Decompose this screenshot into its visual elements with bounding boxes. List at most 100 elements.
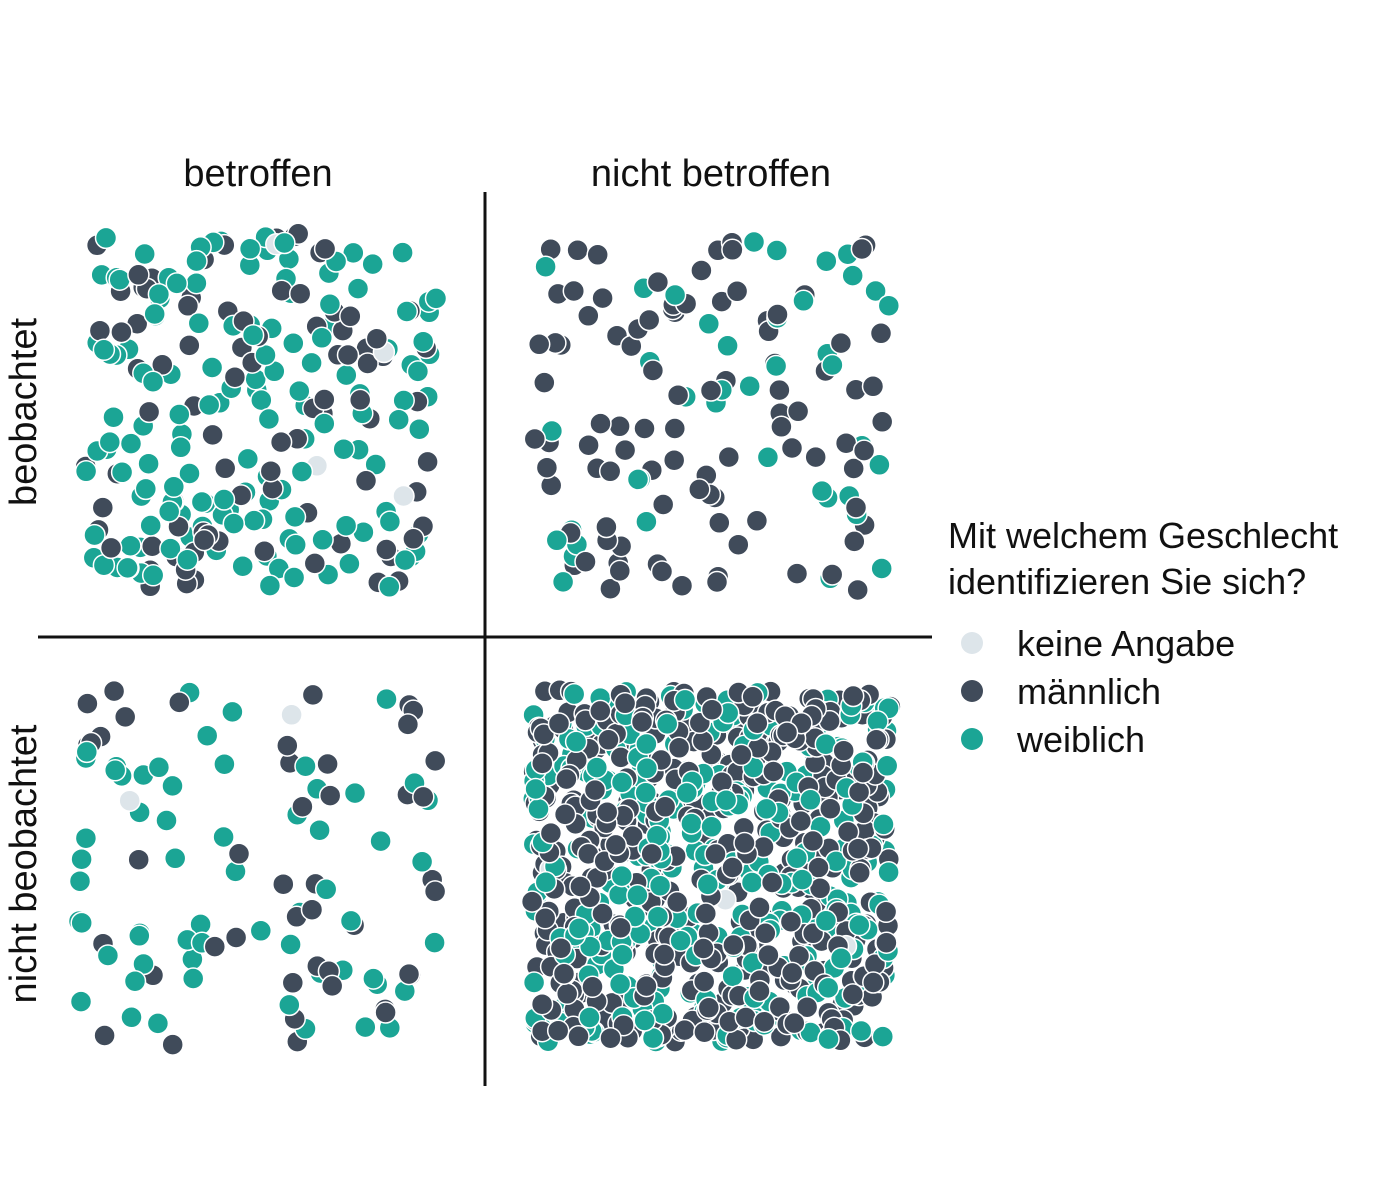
dot-maennlich bbox=[336, 343, 360, 367]
dot-weiblich bbox=[610, 864, 634, 888]
dot-weiblich bbox=[221, 700, 244, 724]
dot-weiblich bbox=[626, 468, 650, 491]
dot-weiblich bbox=[423, 931, 446, 954]
column-label-betroffen: betroffen bbox=[183, 153, 332, 195]
dot-maennlich bbox=[253, 539, 276, 563]
dot-weiblich bbox=[696, 873, 720, 896]
dot-maennlich bbox=[288, 282, 312, 305]
dot-weiblich bbox=[406, 360, 430, 383]
dot-maennlich bbox=[113, 705, 137, 729]
dot-maennlich bbox=[127, 848, 150, 871]
dot-weiblich bbox=[278, 993, 301, 1017]
dot-maennlich bbox=[652, 943, 676, 966]
dot-maennlich bbox=[786, 400, 810, 423]
dot-maennlich bbox=[725, 280, 749, 303]
dot-maennlich bbox=[640, 842, 663, 866]
dot-weiblich bbox=[551, 570, 575, 594]
dot-weiblich bbox=[178, 462, 201, 485]
dot-weiblich bbox=[181, 967, 205, 990]
dot-maennlich bbox=[635, 974, 658, 998]
dot-weiblich bbox=[680, 812, 703, 835]
dot-weiblich bbox=[176, 548, 199, 571]
dot-maennlich bbox=[780, 436, 804, 460]
dot-maennlich bbox=[533, 371, 556, 394]
dot-weiblich bbox=[190, 490, 214, 514]
dot-maennlich bbox=[748, 896, 771, 919]
dot-weiblich bbox=[241, 323, 265, 347]
dot-weiblich bbox=[338, 552, 361, 576]
dot-maennlich bbox=[595, 515, 618, 539]
dot-maennlich bbox=[589, 699, 612, 723]
dot-weiblich bbox=[610, 771, 634, 794]
dot-maennlich bbox=[746, 711, 769, 735]
dot-weiblich bbox=[273, 231, 296, 255]
dot-weiblich bbox=[222, 512, 246, 535]
dot-maennlich bbox=[768, 378, 791, 402]
dot-weiblich bbox=[339, 909, 363, 933]
dot-maennlich bbox=[555, 982, 579, 1006]
dot-weiblich bbox=[738, 374, 761, 398]
dot-maennlich bbox=[546, 1019, 570, 1042]
dot-maennlich bbox=[547, 712, 571, 735]
dot-weiblich bbox=[815, 249, 838, 273]
dot-weiblich bbox=[137, 452, 160, 475]
dot-weiblich bbox=[213, 752, 236, 776]
dot-weiblich bbox=[740, 871, 764, 894]
dot-weiblich bbox=[120, 1006, 143, 1029]
dot-weiblich bbox=[75, 740, 99, 764]
dot-weiblich bbox=[646, 905, 670, 928]
dot-weiblich bbox=[200, 356, 224, 379]
dot-maennlich bbox=[745, 509, 769, 533]
quadrant-beobachtet-nicht-betroffen bbox=[523, 230, 901, 602]
dot-maennlich bbox=[650, 560, 674, 583]
dot-maennlich bbox=[535, 456, 559, 479]
dot-maennlich bbox=[608, 415, 631, 438]
dot-maennlich bbox=[318, 784, 342, 807]
dot-weiblich bbox=[318, 293, 342, 316]
dot-maennlich bbox=[850, 237, 874, 261]
dot-weiblich bbox=[332, 437, 355, 461]
dot-maennlich bbox=[192, 528, 216, 552]
dot-maennlich bbox=[633, 417, 656, 440]
dot-weiblich bbox=[119, 534, 142, 557]
dot-maennlich bbox=[862, 971, 885, 994]
dot-weiblich bbox=[290, 460, 314, 483]
dot-maennlich bbox=[127, 263, 150, 287]
dot-weiblich bbox=[578, 1006, 601, 1029]
dot-maennlich bbox=[178, 334, 201, 357]
dot-maennlich bbox=[801, 829, 825, 853]
dot-maennlich bbox=[710, 290, 733, 313]
dot-maennlich bbox=[721, 856, 744, 879]
dot-maennlich bbox=[93, 1024, 116, 1047]
dot-maennlich bbox=[808, 877, 832, 900]
dot-maennlich bbox=[663, 417, 687, 440]
dot-weiblich bbox=[236, 447, 260, 471]
dot-weiblich bbox=[346, 277, 370, 300]
dot-weiblich bbox=[393, 548, 417, 572]
dot-weiblich bbox=[159, 537, 182, 560]
dot-weiblich bbox=[714, 788, 738, 812]
dot-maennlich bbox=[741, 685, 764, 709]
dot-maennlich bbox=[688, 478, 711, 501]
dot-weiblich bbox=[257, 407, 281, 431]
dot-maennlich bbox=[848, 861, 871, 885]
quadrant-nicht-beobachtet-nicht-betroffen bbox=[520, 679, 902, 1053]
dot-maennlich bbox=[300, 898, 324, 921]
dot-weiblich bbox=[369, 829, 392, 853]
dot-maennlich bbox=[533, 907, 557, 930]
dot-weiblich bbox=[799, 788, 822, 812]
dot-weiblich bbox=[284, 533, 307, 557]
dot-weiblich bbox=[94, 226, 118, 250]
dot-weiblich bbox=[103, 759, 127, 782]
dot-maennlich bbox=[416, 450, 439, 474]
dot-weiblich bbox=[133, 242, 156, 266]
dot-maennlich bbox=[313, 237, 337, 261]
dot-maennlich bbox=[270, 279, 293, 302]
dot-weiblich bbox=[700, 815, 723, 839]
dot-maennlich bbox=[356, 352, 379, 375]
dot-maennlich bbox=[586, 243, 609, 267]
dot-weiblich bbox=[391, 241, 414, 264]
dot-maennlich bbox=[789, 809, 813, 833]
quadrant-nicht-beobachtet-betroffen bbox=[67, 679, 447, 1056]
dot-weiblich bbox=[249, 919, 273, 943]
